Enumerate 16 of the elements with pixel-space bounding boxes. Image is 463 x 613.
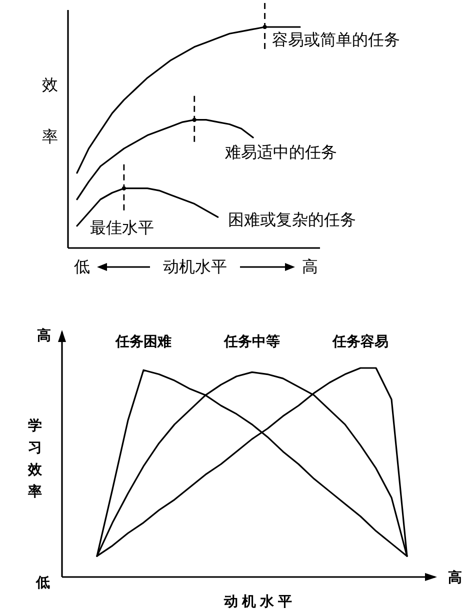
text: 低 <box>74 259 90 276</box>
text: 任务困难 <box>114 333 172 349</box>
annotation: 最佳水平 <box>90 219 154 237</box>
text: 效率 <box>42 77 58 146</box>
x-axis-title: 动机水平 <box>163 258 227 276</box>
x-axis-title: 动 机 水 平 <box>223 593 292 609</box>
text: 高 <box>37 327 51 343</box>
series-label: 任务容易 <box>332 333 388 349</box>
y-axis-title: 学习效率 <box>27 417 43 499</box>
series-label: 困难或复杂的任务 <box>228 211 356 230</box>
text: 高 <box>302 258 318 276</box>
text: 高 <box>448 569 462 585</box>
series-label: 容易或简单的任务 <box>272 31 400 49</box>
series-label: 难易适中的任务 <box>224 144 338 162</box>
text: 低 <box>35 574 50 590</box>
series-label: 任务中等 <box>223 333 280 349</box>
